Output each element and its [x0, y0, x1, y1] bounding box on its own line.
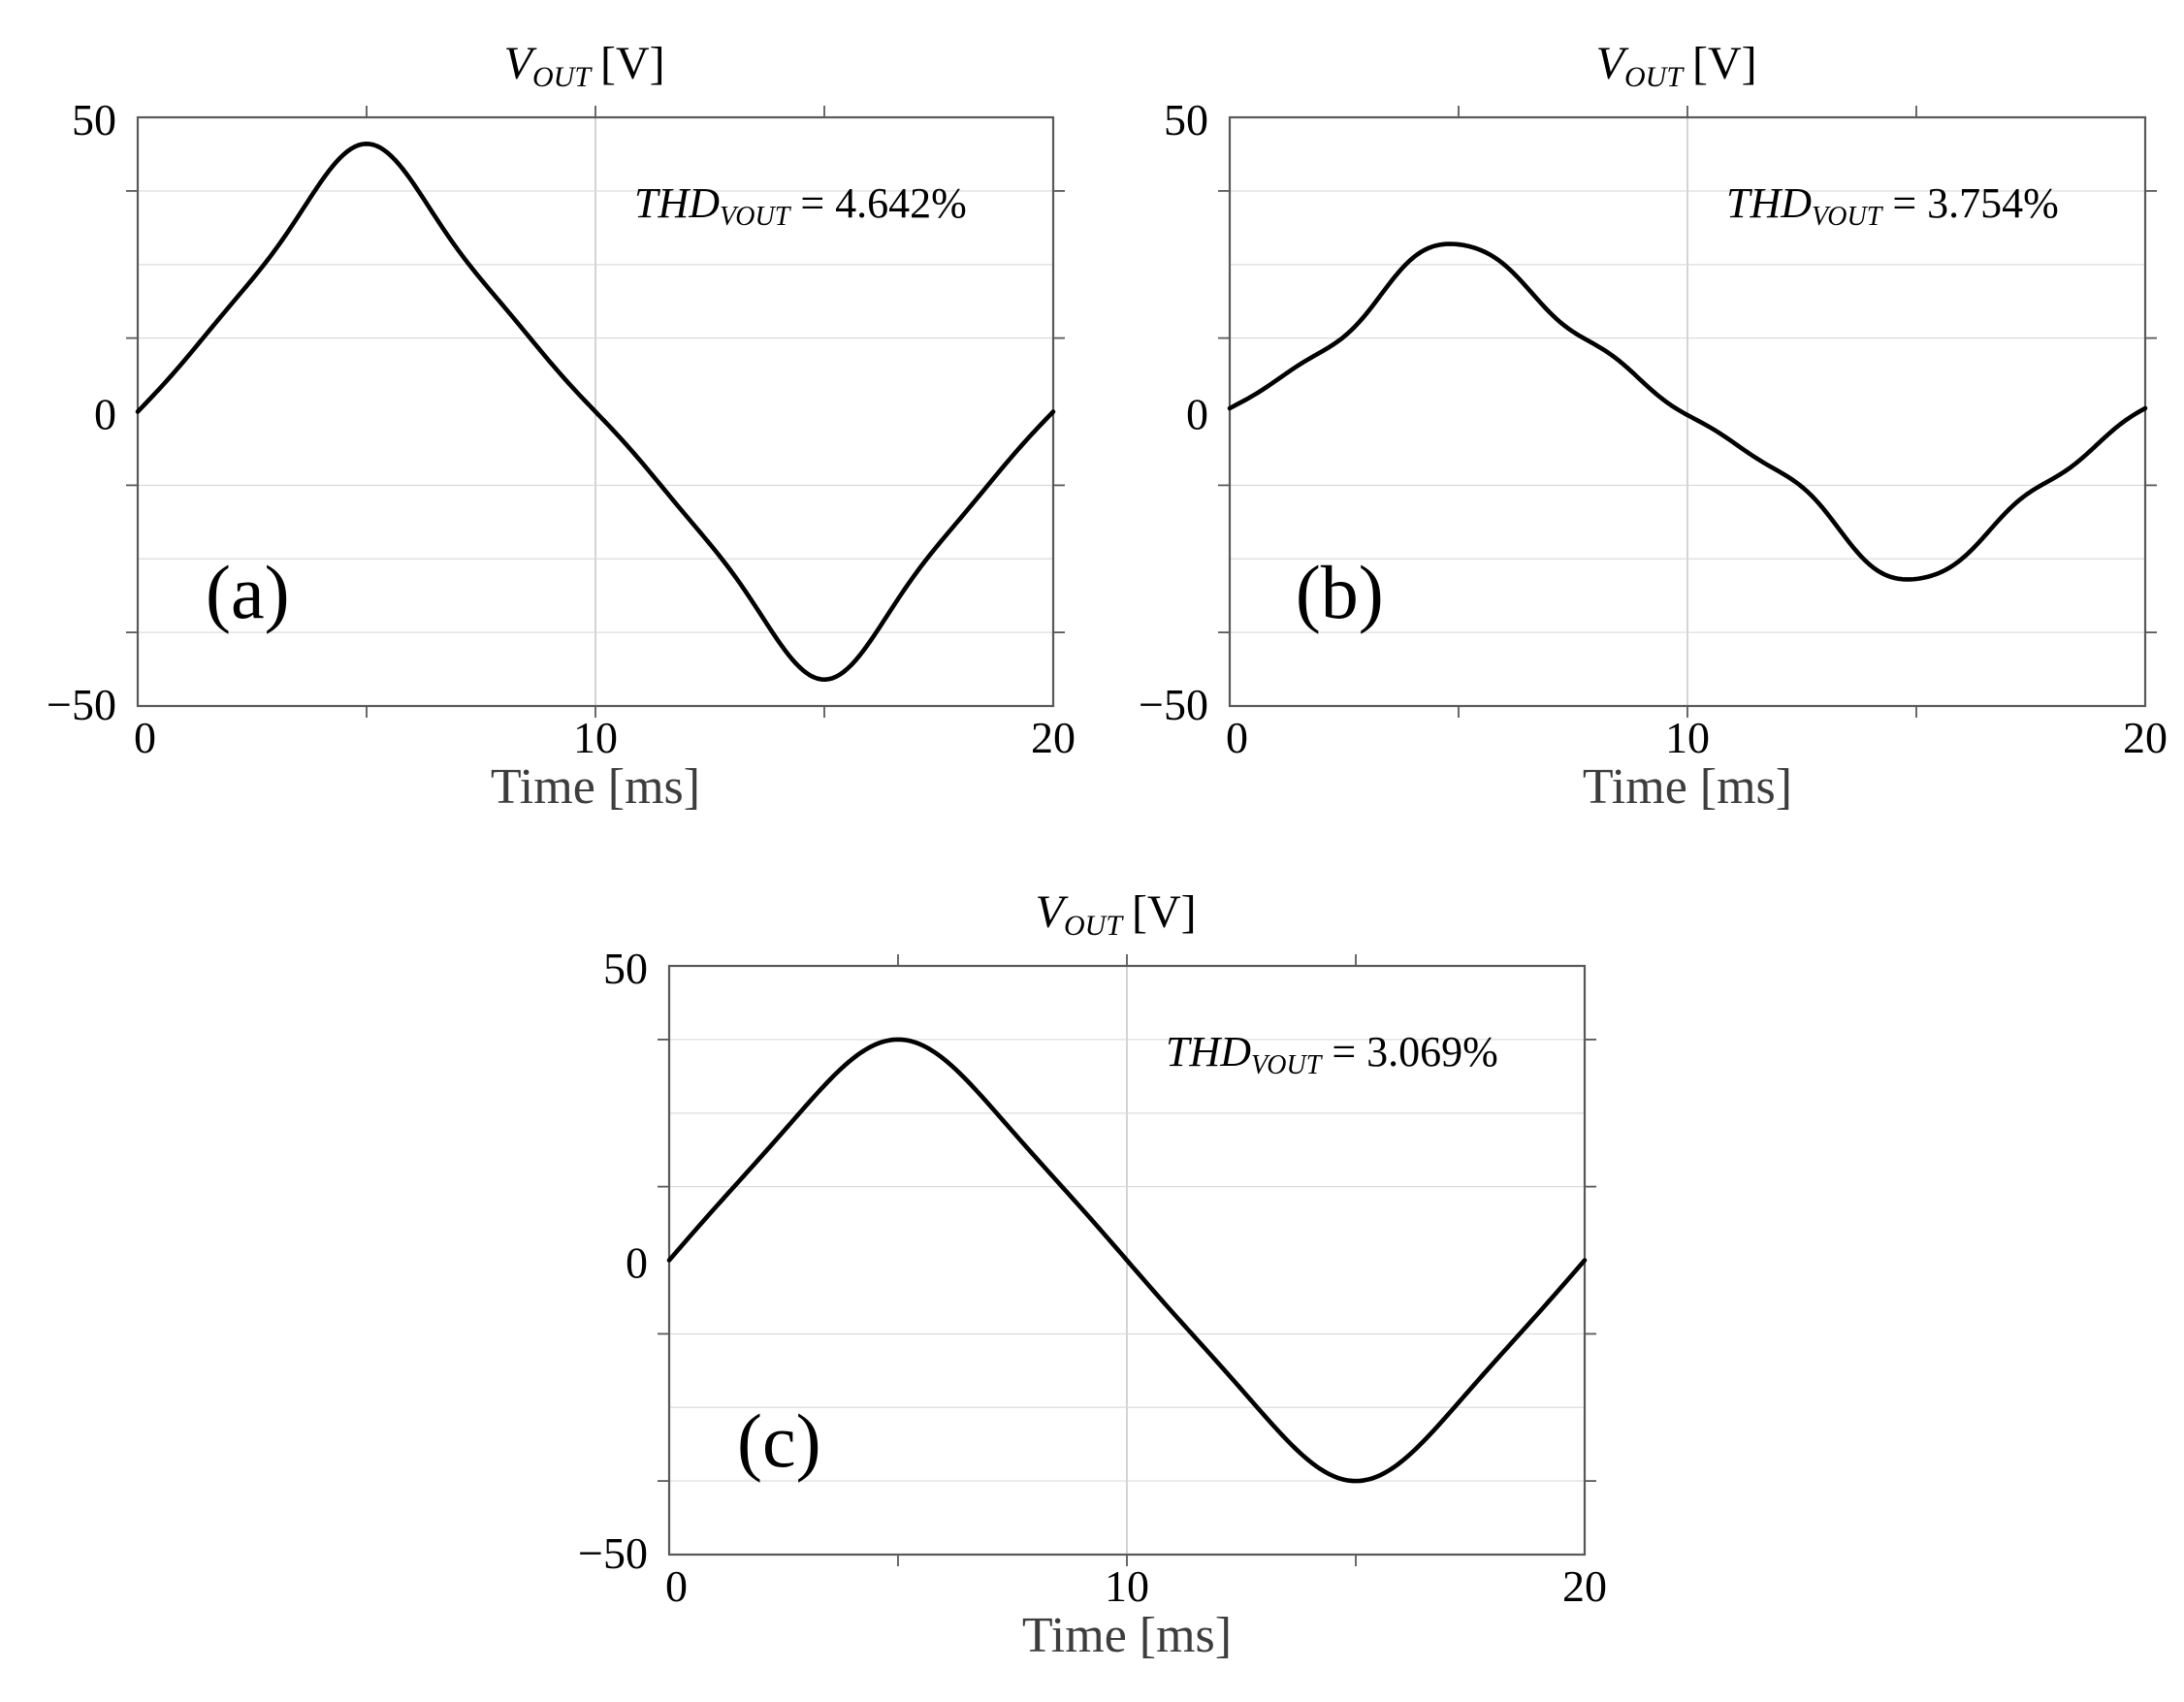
svg-text:20: 20 — [2123, 713, 2168, 762]
svg-text:[V]: [V] — [1692, 38, 1757, 89]
svg-text:[V]: [V] — [1132, 886, 1197, 938]
svg-text:0: 0 — [94, 390, 116, 439]
svg-text:Time [ms]: Time [ms] — [1583, 759, 1792, 815]
svg-text:Time [ms]: Time [ms] — [491, 759, 700, 815]
svg-text:−50: −50 — [1139, 680, 1208, 729]
svg-text:50: 50 — [72, 95, 116, 145]
svg-text:−50: −50 — [47, 680, 116, 729]
svg-text:(c): (c) — [737, 1398, 821, 1483]
svg-text:−50: −50 — [578, 1528, 648, 1578]
svg-text:[V]: [V] — [600, 38, 665, 89]
svg-text:0: 0 — [134, 713, 156, 762]
svg-text:0: 0 — [1226, 713, 1248, 762]
svg-text:50: 50 — [1164, 95, 1208, 145]
svg-text:THDVOUT = 4.642%: THDVOUT = 4.642% — [634, 179, 967, 232]
svg-text:THDVOUT = 3.754%: THDVOUT = 3.754% — [1726, 179, 2059, 232]
svg-text:10: 10 — [1665, 713, 1710, 762]
svg-text:20: 20 — [1031, 713, 1076, 762]
svg-text:0: 0 — [665, 1561, 688, 1611]
svg-text:0: 0 — [1186, 390, 1208, 439]
svg-text:10: 10 — [1105, 1561, 1149, 1611]
svg-text:20: 20 — [1562, 1561, 1607, 1611]
svg-text:50: 50 — [603, 944, 648, 993]
svg-text:(b): (b) — [1296, 550, 1384, 634]
svg-text:0: 0 — [626, 1238, 648, 1288]
svg-text:THDVOUT = 3.069%: THDVOUT = 3.069% — [1166, 1028, 1498, 1080]
svg-text:Time [ms]: Time [ms] — [1022, 1608, 1232, 1663]
svg-text:(a): (a) — [206, 550, 290, 634]
svg-text:10: 10 — [573, 713, 618, 762]
